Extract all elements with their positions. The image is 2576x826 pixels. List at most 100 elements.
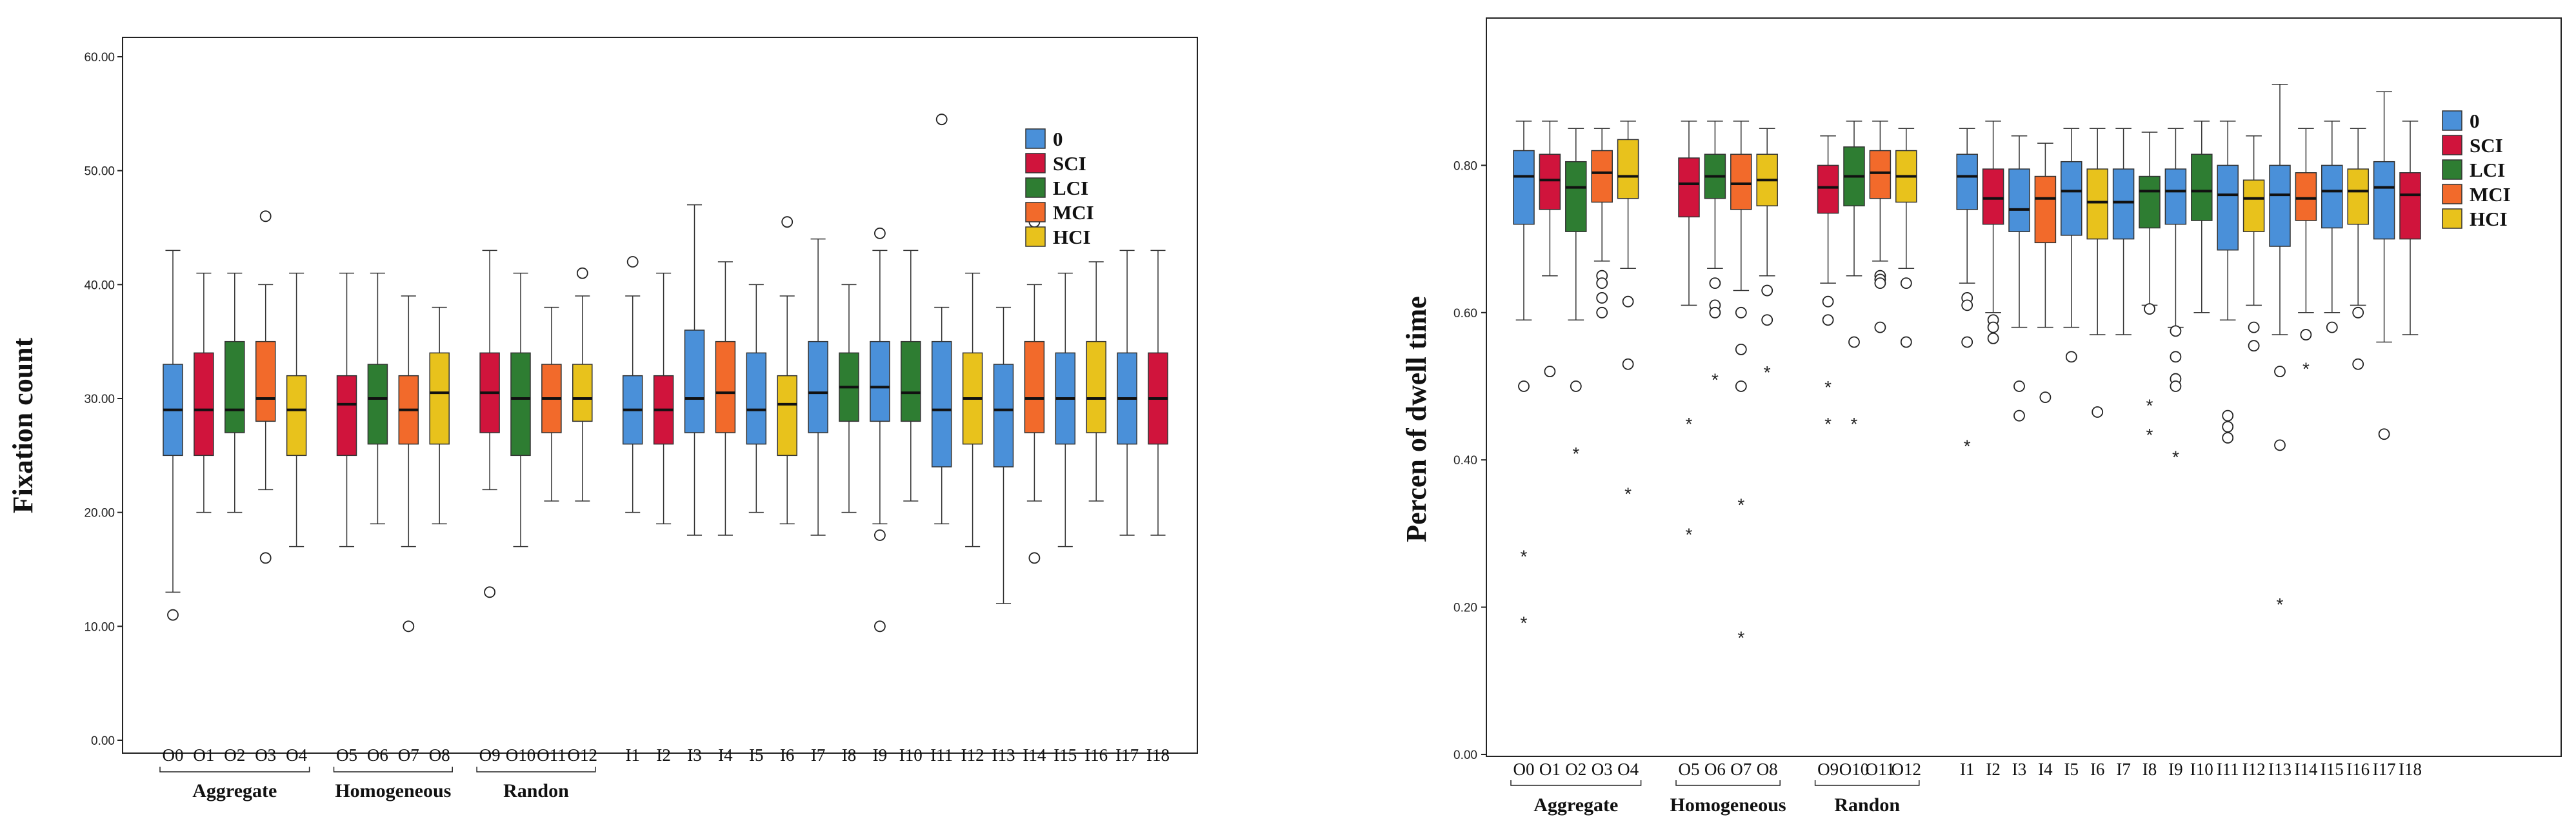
y-tick-label: 0.00: [1453, 749, 1477, 762]
outlier-point: [2378, 428, 2390, 440]
legend-label: MCI: [2470, 183, 2511, 206]
box-body: [336, 375, 357, 457]
box-O1: [194, 272, 214, 513]
x-category-label: I14: [1023, 745, 1046, 765]
box-I2: [653, 272, 674, 525]
box-body: [2399, 172, 2421, 240]
box-I12: [2242, 135, 2265, 352]
x-category-label: I13: [992, 745, 1015, 765]
y-tick-label: 50.00: [84, 165, 115, 179]
y-axis-title: Percen of dwell time: [1401, 296, 1432, 542]
x-category-label: I18: [2399, 760, 2422, 779]
outlier-point: [2013, 409, 2025, 422]
box-body: [2061, 161, 2082, 236]
x-category-label: I16: [2346, 760, 2370, 779]
x-category-label: I10: [899, 745, 923, 765]
group-label: Aggregate: [192, 780, 277, 801]
group-bracket: [333, 767, 453, 772]
x-category-label: O9: [1817, 760, 1839, 779]
x-category-label: O1: [193, 745, 214, 765]
x-category-label: I4: [2038, 760, 2053, 779]
box-body: [1086, 340, 1106, 433]
box-I9: [870, 227, 890, 633]
outlier-point: [1622, 358, 1634, 370]
x-category-label: O8: [1757, 760, 1778, 779]
outlier-point: [2065, 351, 2077, 363]
box-I1: *: [1956, 128, 1978, 456]
outlier-point: [1961, 336, 1973, 348]
x-category-label: I3: [687, 745, 702, 765]
outlier-point: [1900, 277, 1912, 290]
box-I4: [2034, 143, 2057, 404]
x-category-label: I11: [930, 745, 953, 765]
x-category-label: I16: [1084, 745, 1108, 765]
outlier-point: [1735, 380, 1747, 392]
y-tick-label: 0.00: [91, 734, 115, 748]
outlier-point: [2352, 358, 2364, 370]
x-category-label: I1: [625, 745, 640, 765]
extreme-point: *: [1964, 436, 1971, 456]
box-body: [1565, 161, 1587, 232]
box-O6: *: [1704, 121, 1726, 390]
outlier-point: [2039, 391, 2052, 404]
extreme-point: *: [1824, 414, 1832, 434]
group-bracket: [1510, 780, 1642, 786]
group-bracket: [1814, 780, 1920, 786]
x-category-label: I15: [2321, 760, 2344, 779]
outlier-point: [1622, 295, 1634, 308]
x-category-label: I17: [1115, 745, 1139, 765]
box-O4: [286, 272, 307, 547]
legend-swatch: [2442, 208, 2462, 229]
outlier-point: [1596, 292, 1608, 304]
x-category-label: I8: [842, 745, 857, 765]
box-body: [2242, 179, 2265, 232]
x-category-label: I1: [1960, 760, 1975, 779]
chart-1: 0.00 10.00 20.00 30.00 40.00 50.00 60.00 Fixati…: [7, 37, 1198, 801]
legend-swatch: [1025, 177, 1046, 198]
x-category-label: O11: [1866, 760, 1895, 779]
x-category-label: I6: [2090, 760, 2105, 779]
outlier-point: [874, 227, 886, 239]
outlier-point: [1735, 306, 1747, 319]
outlier-point: [1822, 295, 1834, 308]
box-I11: [2217, 121, 2239, 444]
x-category-label: I9: [873, 745, 888, 765]
x-category-label: O7: [398, 745, 419, 765]
box-I18: [1148, 250, 1168, 536]
box-body: [2269, 164, 2291, 247]
box-O5: [336, 272, 357, 547]
box-body: [1539, 153, 1561, 210]
outlier-point: [2222, 409, 2234, 422]
extreme-point: *: [1572, 444, 1579, 464]
outlier-point: [2248, 321, 2260, 333]
x-category-label: I17: [2373, 760, 2396, 779]
outlier-point: [2144, 303, 2155, 315]
outlier-point: [1596, 277, 1608, 290]
outlier-point: [1900, 336, 1912, 348]
outlier-point: [2013, 380, 2025, 392]
box-body: [429, 352, 450, 445]
box-body: [2164, 168, 2187, 225]
box-body: [2034, 175, 2057, 244]
box-I16: [1086, 261, 1106, 502]
box-body: [1869, 150, 1892, 199]
box-O2: [225, 272, 245, 513]
box-body: [1678, 157, 1700, 218]
box-O3: [255, 210, 276, 564]
extreme-point: *: [1737, 495, 1744, 515]
box-I2: [1982, 121, 2004, 344]
box-body: [1982, 168, 2004, 225]
box-I3: [2008, 135, 2030, 422]
box-body: [225, 340, 245, 433]
outlier-point: [1518, 380, 1530, 392]
box-I7: [2112, 128, 2135, 335]
outlier-point: [1874, 321, 1886, 333]
box-body: [2321, 164, 2343, 229]
box-I15: [1055, 272, 1076, 547]
box-body: [746, 352, 767, 445]
box-I8: [839, 284, 859, 513]
group-label: Homogeneous: [1670, 794, 1786, 816]
outlier-point: [781, 216, 794, 228]
box-body: [808, 340, 828, 433]
